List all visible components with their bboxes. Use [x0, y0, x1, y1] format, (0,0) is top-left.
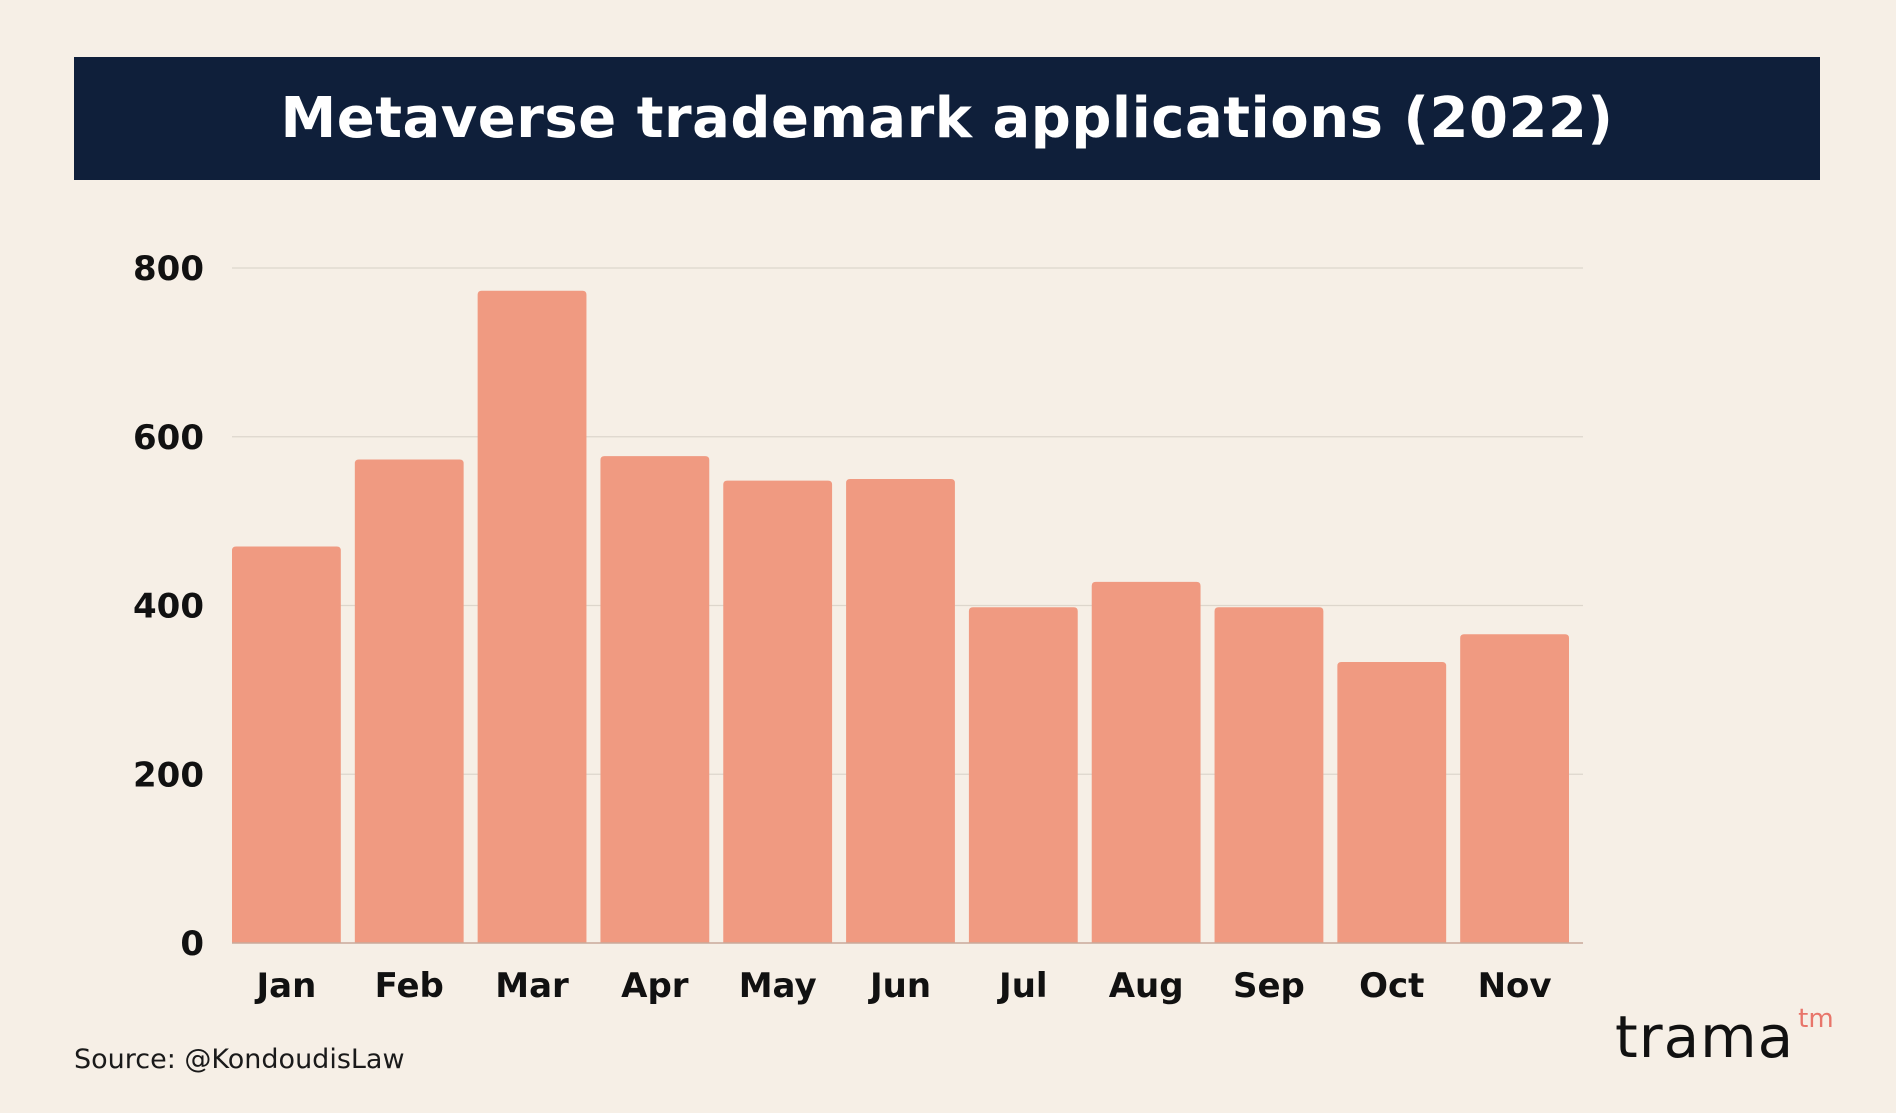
x-tick-label: Mar [495, 966, 569, 1006]
x-tick-label: Jul [997, 966, 1048, 1006]
x-tick-label: Jun [868, 966, 931, 1006]
bar-aug [1091, 581, 1201, 943]
y-tick-label: 200 [133, 755, 204, 795]
bar-oct [1337, 662, 1447, 943]
bar-jan [232, 546, 341, 943]
y-tick-label: 600 [133, 418, 204, 458]
bar-sep [1214, 607, 1324, 943]
source-note: Source: @KondoudisLaw [74, 1044, 405, 1075]
x-tick-label: Jan [255, 966, 317, 1006]
bar-nov [1460, 634, 1569, 943]
x-tick-label: Nov [1478, 966, 1552, 1006]
x-tick-label: May [739, 966, 817, 1006]
bar-mar [477, 290, 587, 943]
bar-jul [968, 607, 1078, 943]
x-tick-label: Sep [1233, 966, 1305, 1006]
x-tick-label: Apr [621, 966, 689, 1006]
y-tick-label: 800 [133, 249, 204, 289]
x-tick-label: Feb [375, 966, 444, 1006]
brand-logo: trama tm [1615, 1003, 1834, 1071]
y-tick-label: 400 [133, 587, 204, 627]
bar-jun [846, 478, 955, 943]
chart-title: Metaverse trademark applications (2022) [280, 86, 1614, 151]
bars [232, 290, 1569, 943]
x-tick-label: Aug [1109, 966, 1184, 1006]
brand-tm-mark: tm [1798, 1004, 1834, 1034]
x-tick-label: Oct [1359, 966, 1424, 1006]
axes: 0 200 400 600 800 Jan Feb Mar Apr May Jun Jul Aug Sep… [133, 249, 1583, 1006]
bar-apr [600, 456, 710, 943]
y-tick-label: 0 [180, 924, 204, 964]
bar-feb [354, 459, 464, 943]
title-banner: Metaverse trademark applications (2022) [74, 57, 1820, 180]
brand-name: trama [1615, 1003, 1795, 1071]
bar-may [723, 480, 833, 943]
